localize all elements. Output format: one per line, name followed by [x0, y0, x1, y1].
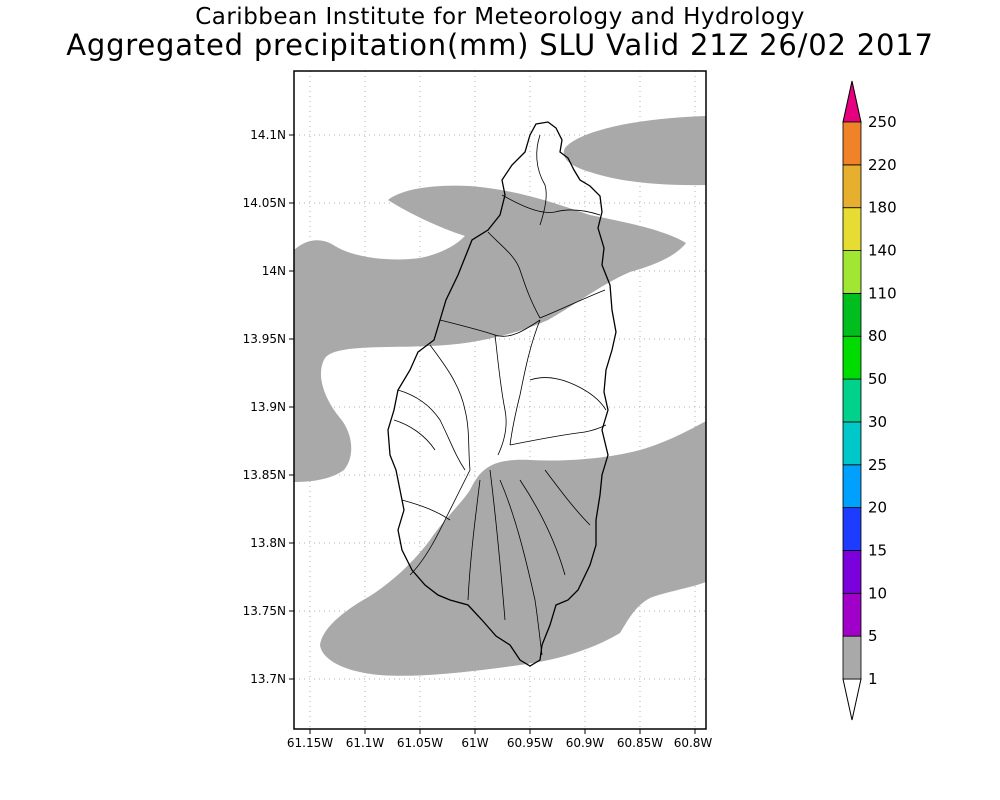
island-coastline-saint-lucia: [387, 121, 617, 667]
lat-tick-label: 14.05N: [243, 196, 286, 210]
colorbar-above-arrow: [842, 80, 862, 123]
lon-axis-labels: 61.15W 61.1W 61.05W 61W 60.95W 60.9W 60.…: [287, 736, 713, 750]
lon-tick-label: 60.95W: [507, 736, 553, 750]
colorbar-band: [842, 250, 862, 294]
chart-title-product: Aggregated precipitation(mm) SLU Valid 2…: [66, 28, 934, 62]
lon-tick-label: 60.9W: [566, 736, 605, 750]
colorbar-band: [842, 464, 862, 509]
precip-area-north: [563, 116, 706, 186]
lat-tick-label: 13.95N: [243, 332, 286, 346]
colorbar-band: [842, 164, 862, 209]
lat-axis-labels: 14.1N 14.05N 14N 13.95N 13.9N 13.85N 13.…: [243, 128, 286, 686]
colorbar-band: [842, 550, 862, 594]
colorbar-band: [842, 121, 862, 166]
colorbar-level-label: 80: [868, 327, 887, 345]
lat-tick-label: 13.75N: [243, 604, 286, 618]
colorbar-level-label: 140: [868, 242, 897, 260]
precip-area-south: [320, 421, 706, 676]
lon-tick-label: 61.15W: [287, 736, 333, 750]
colorbar-level-label: 1: [868, 670, 878, 688]
lon-tick-label: 60.8W: [674, 736, 713, 750]
lon-tick-label: 61W: [461, 736, 488, 750]
lat-tick-label: 14N: [262, 264, 286, 278]
plot-frame: [293, 70, 707, 730]
colorbar-band: [842, 292, 862, 337]
colorbar-level-label: 30: [868, 413, 887, 431]
lon-tick-label: 60.85W: [617, 736, 663, 750]
precip-shading: [294, 116, 706, 676]
lat-tick-label: 13.7N: [250, 672, 286, 686]
colorbar-band: [842, 207, 862, 251]
colorbar-level-label: 20: [868, 499, 887, 517]
chart-title-institute: Caribbean Institute for Meteorology and …: [195, 4, 805, 30]
colorbar-level-label: 250: [868, 113, 897, 131]
colorbar-band: [842, 635, 862, 680]
lon-tick-label: 61.05W: [397, 736, 443, 750]
lon-tick-label: 61.1W: [346, 736, 385, 750]
island-outline: [387, 121, 617, 667]
colorbar-level-label: 10: [868, 584, 887, 602]
colorbar-level-label: 180: [868, 199, 897, 217]
island-internal-lines: [393, 134, 607, 656]
colorbar-band: [842, 378, 862, 423]
colorbar-level-label: 110: [868, 284, 897, 302]
lat-tick-label: 13.8N: [250, 536, 286, 550]
colorbar-below-arrow: [842, 678, 862, 721]
colorbar-level-label: 25: [868, 456, 887, 474]
colorbar-level-label: 15: [868, 541, 887, 559]
colorbar-level-label: 50: [868, 370, 887, 388]
colorbar-level-label: 220: [868, 156, 897, 174]
colorbar-band: [842, 421, 862, 466]
colorbar-band: [842, 507, 862, 551]
colorbar-band: [842, 592, 862, 637]
tick-marks: [289, 134, 696, 734]
lat-tick-label: 13.9N: [250, 400, 286, 414]
lat-tick-label: 14.1N: [250, 128, 286, 142]
lat-tick-label: 13.85N: [243, 468, 286, 482]
colorbar-level-label: 5: [868, 627, 878, 645]
colorbar-band: [842, 335, 862, 380]
